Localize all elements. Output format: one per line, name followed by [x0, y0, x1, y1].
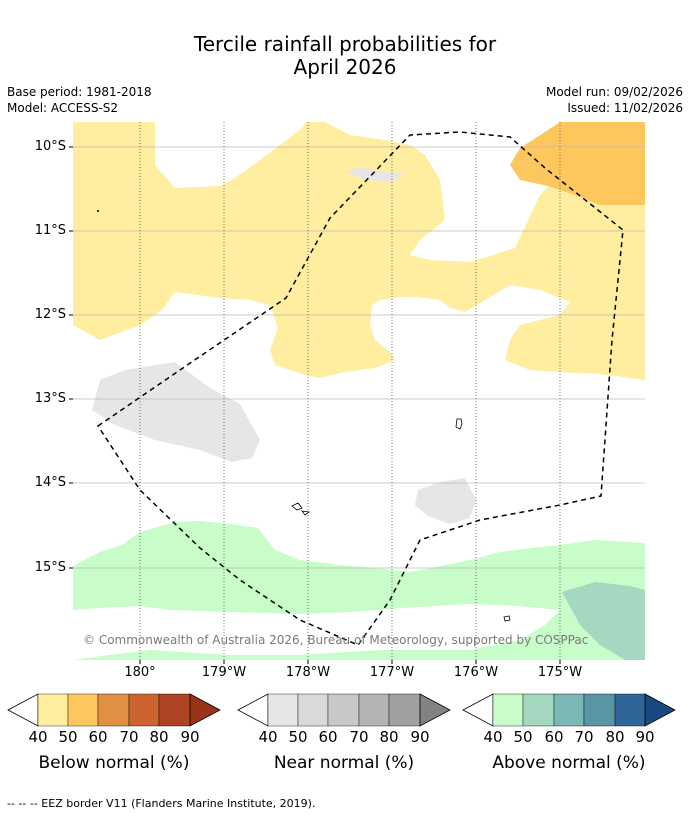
- below-normal-region: [73, 122, 645, 380]
- above-normal-medium-region: [562, 582, 645, 660]
- colorbar-tick: 60: [88, 728, 108, 746]
- below-normal-medium-region: [510, 122, 645, 205]
- colorbar-above-normal: [462, 693, 676, 727]
- title-line-1: Tercile rainfall probabilities for: [193, 32, 497, 56]
- below-normal-white-patch: [187, 122, 305, 145]
- lat-label: 13°S: [34, 391, 66, 406]
- lon-label: 176°W: [453, 665, 499, 680]
- near-normal-region-west: [92, 362, 260, 462]
- above-normal-white-patch: [73, 604, 560, 660]
- lat-label: 12°S: [34, 307, 66, 322]
- colorbar-tick: 90: [180, 728, 200, 746]
- colorbar-tick: 70: [349, 728, 369, 746]
- colorbar-tick: 70: [119, 728, 139, 746]
- copyright-notice: © Commonwealth of Australia 2026, Bureau…: [83, 633, 589, 647]
- colorbar-above-swatch-4: [583, 693, 616, 727]
- colorbar-near-high-arrow: [419, 693, 451, 727]
- colorbar-below-normal: [7, 693, 221, 727]
- islet-marker: [97, 210, 99, 212]
- colorbar-near-swatch-2: [297, 693, 329, 727]
- colorbar-near-label: Near normal (%): [273, 753, 415, 773]
- colorbar-near-low-arrow: [237, 693, 269, 727]
- colorbar-above-swatch-3: [553, 693, 585, 727]
- lon-label: 177°W: [369, 665, 415, 680]
- model-name: Model: ACCESS-S2: [7, 101, 119, 115]
- colorbar-below-swatch-3: [97, 693, 130, 727]
- colorbar-near-swatch-3: [327, 693, 360, 727]
- colorbar-tick: 50: [58, 728, 78, 746]
- colorbar-tick: 60: [544, 728, 564, 746]
- colorbar-above-swatch-1: [492, 693, 524, 727]
- colorbar-tick: 80: [149, 728, 169, 746]
- title-line-2: April 2026: [293, 55, 397, 79]
- colorbar-below-swatch-5: [158, 693, 191, 727]
- issued-date: Issued: 11/02/2026: [567, 101, 683, 115]
- colorbar-above-low-arrow: [462, 693, 494, 727]
- colorbar-below-high-arrow: [189, 693, 221, 727]
- colorbar-below-swatch-4: [128, 693, 160, 727]
- colorbar-tick: 50: [288, 728, 308, 746]
- colorbar-tick: 60: [318, 728, 338, 746]
- lon-label: 179°W: [201, 665, 247, 680]
- lon-label: 178°W: [285, 665, 331, 680]
- latitude-grid: [73, 146, 645, 569]
- colorbar-below-low-arrow: [7, 693, 39, 727]
- colorbar-near-normal: [237, 693, 451, 727]
- axis-ticks: [69, 146, 561, 664]
- colorbar-above-swatch-5: [614, 693, 646, 727]
- colorbar-tick: 50: [513, 728, 533, 746]
- colorbar-tick: 90: [635, 728, 655, 746]
- colorbar-near-swatch-1: [267, 693, 299, 727]
- colorbar-tick: 70: [574, 728, 594, 746]
- island-south: [503, 615, 511, 622]
- colorbar-below-swatch-1: [37, 693, 69, 727]
- colorbar-tick: 40: [28, 728, 48, 746]
- colorbar-near-swatch-5: [388, 693, 421, 727]
- island-east: [455, 418, 463, 430]
- lat-label: 14°S: [34, 475, 66, 490]
- near-normal-region-north: [346, 167, 404, 182]
- eez-border: [96, 131, 624, 646]
- colorbar-tick: 80: [379, 728, 399, 746]
- model-run: Model run: 09/02/2026: [545, 85, 683, 99]
- colorbar-above-high-arrow: [644, 693, 676, 727]
- colorbar-tick: 90: [410, 728, 430, 746]
- lat-label: 10°S: [34, 139, 66, 154]
- colorbar-tick: 40: [258, 728, 278, 746]
- colorbar-above-swatch-2: [522, 693, 555, 727]
- colorbar-tick: 80: [605, 728, 625, 746]
- lon-label: 180°: [124, 665, 156, 680]
- island-central: [291, 502, 311, 516]
- map-plot-area: [73, 122, 645, 660]
- colorbar-near-swatch-4: [358, 693, 390, 727]
- lat-label: 15°S: [34, 560, 66, 575]
- colorbar-below-swatch-2: [67, 693, 99, 727]
- lat-label: 11°S: [34, 223, 66, 238]
- near-normal-region-east: [415, 478, 476, 524]
- colorbar-above-label: Above normal (%): [492, 753, 646, 773]
- colorbar-below-label: Below normal (%): [38, 753, 190, 773]
- eez-footnote: -- -- -- EEZ border V11 (Flanders Marine…: [7, 797, 316, 810]
- lon-label: 175°W: [537, 665, 583, 680]
- base-period: Base period: 1981-2018: [7, 85, 152, 99]
- colorbar-tick: 40: [483, 728, 503, 746]
